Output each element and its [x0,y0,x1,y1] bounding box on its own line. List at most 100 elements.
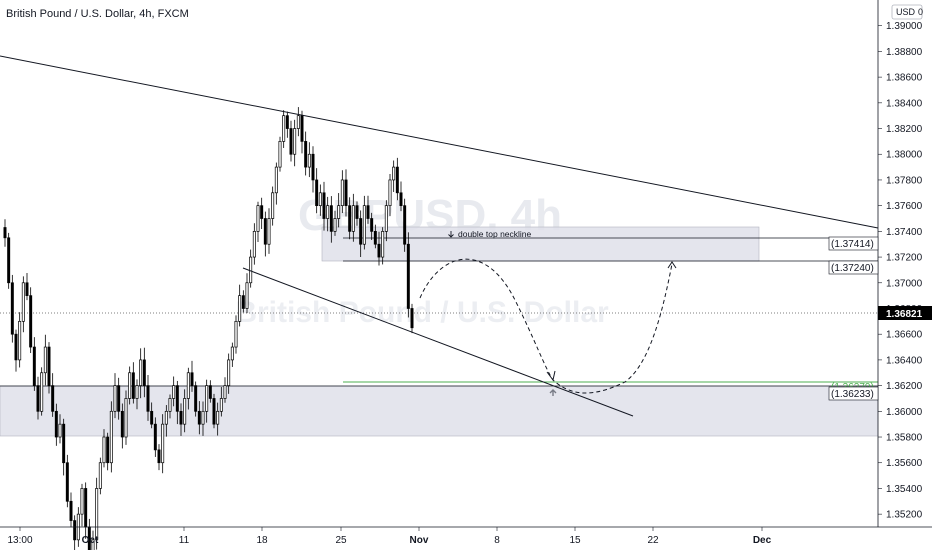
candle[interactable] [80,483,84,527]
candle[interactable] [10,274,14,343]
candle[interactable] [406,232,410,318]
candle[interactable] [47,342,51,394]
support-zone[interactable] [0,385,879,437]
candle[interactable] [348,197,352,240]
candle[interactable] [333,210,337,236]
candle[interactable] [175,380,179,425]
candle[interactable] [267,208,271,254]
candle[interactable] [32,337,36,391]
candle[interactable] [84,482,88,539]
time-axis[interactable]: 13:00 Oct 11 18 25 Nov 8 15 22 Dec [7,527,772,546]
candle[interactable] [399,181,403,212]
candle[interactable] [142,347,146,398]
currency-button[interactable] [891,4,923,20]
candle[interactable] [21,276,25,333]
candle[interactable] [381,227,385,265]
candle[interactable] [289,120,293,162]
candle[interactable] [351,193,355,242]
candle[interactable] [54,403,58,446]
candle[interactable] [205,379,209,423]
candle[interactable] [106,432,110,471]
candle[interactable] [117,377,121,420]
candle[interactable] [230,342,234,367]
candle[interactable] [234,315,238,354]
candle[interactable] [337,193,341,228]
candle[interactable] [197,401,201,435]
candle[interactable] [73,515,77,551]
candle[interactable] [216,402,220,436]
candle[interactable] [124,390,128,445]
candle[interactable] [3,219,7,247]
candle[interactable] [403,198,407,252]
candle[interactable] [168,394,172,419]
candle[interactable] [18,312,22,368]
candle[interactable] [150,402,154,429]
candle[interactable] [98,457,102,495]
candle[interactable] [164,405,168,437]
candle[interactable] [362,195,366,250]
lower-trendline[interactable] [242,267,634,417]
candle[interactable] [139,348,143,399]
candle[interactable] [36,376,40,420]
candle[interactable] [208,380,212,403]
candle[interactable] [344,169,348,217]
candle[interactable] [392,160,396,192]
candle[interactable] [179,403,183,436]
candle[interactable] [128,366,132,405]
candle[interactable] [315,168,319,214]
candle[interactable] [51,373,55,417]
candle[interactable] [274,162,278,205]
candle[interactable] [384,200,388,242]
candle[interactable] [340,170,344,214]
candle[interactable] [219,387,223,417]
candle[interactable] [304,131,308,176]
neckline-zone[interactable] [321,226,760,262]
candle[interactable] [410,303,414,334]
candle[interactable] [153,417,157,457]
candle[interactable] [296,107,300,137]
candle[interactable] [161,414,165,474]
candle[interactable] [252,223,256,265]
candle[interactable] [172,376,176,407]
candle[interactable] [241,290,245,313]
candle[interactable] [62,418,66,476]
candle[interactable] [366,195,370,224]
neckline-annotation[interactable]: double top neckline [458,229,532,239]
candle[interactable] [183,389,187,433]
candle[interactable] [25,273,29,301]
candle[interactable] [29,287,33,354]
candle[interactable] [355,201,359,226]
candle[interactable] [7,232,11,289]
candle[interactable] [256,201,260,243]
candle[interactable] [278,136,282,172]
candle[interactable] [131,362,135,404]
candle[interactable] [146,375,150,421]
upper-trendline[interactable] [0,55,879,229]
candle[interactable] [359,210,363,257]
candle[interactable] [212,393,216,429]
candle[interactable] [388,174,392,217]
candle[interactable] [102,429,106,468]
candle[interactable] [223,377,227,403]
candle[interactable] [263,211,267,257]
candle[interactable] [227,353,231,394]
candle[interactable] [201,401,205,436]
candle[interactable] [14,329,18,372]
candle[interactable] [293,119,297,167]
candle[interactable] [318,184,322,216]
candle[interactable] [43,334,47,386]
candle[interactable] [373,224,377,249]
candle[interactable] [238,284,242,327]
candle[interactable] [186,367,190,410]
candle[interactable] [157,444,161,471]
candle[interactable] [282,110,286,148]
candle[interactable] [307,142,311,178]
candle[interactable] [58,414,62,444]
candle[interactable] [311,146,315,193]
candle[interactable] [329,196,333,243]
candle[interactable] [113,373,117,419]
candle[interactable] [194,381,198,417]
candle[interactable] [40,367,44,416]
candle[interactable] [245,273,249,314]
